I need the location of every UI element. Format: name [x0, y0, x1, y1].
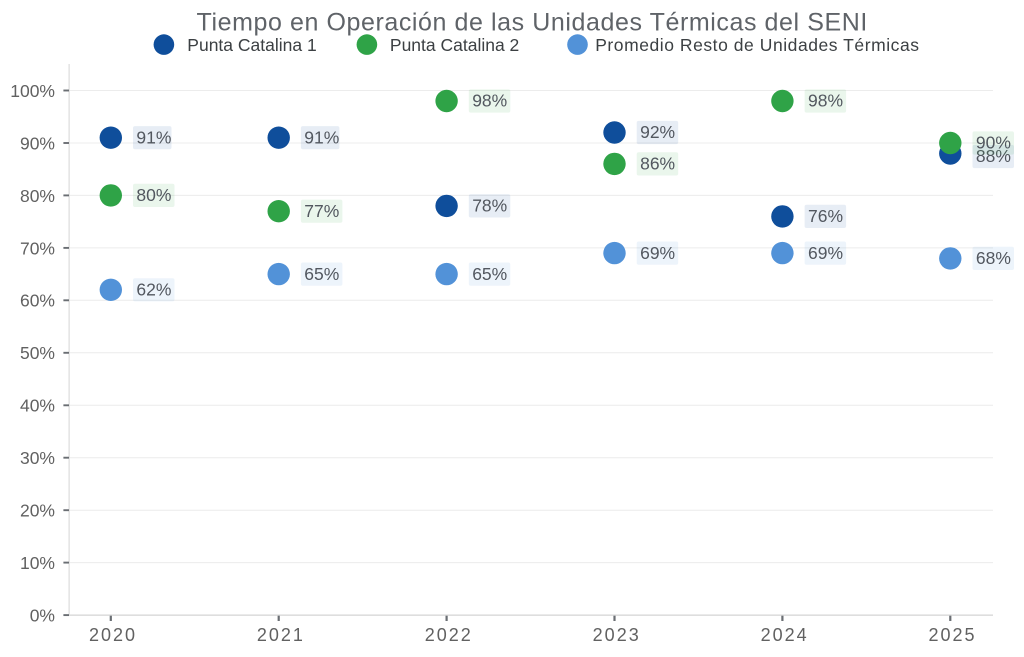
svg-text:2022: 2022 [425, 625, 473, 645]
svg-text:78%: 78% [472, 196, 507, 216]
svg-text:86%: 86% [640, 154, 675, 174]
svg-text:Punta Catalina 1: Punta Catalina 1 [187, 35, 316, 55]
svg-text:91%: 91% [304, 127, 339, 147]
svg-text:62%: 62% [136, 280, 171, 300]
svg-text:76%: 76% [808, 206, 843, 226]
svg-text:50%: 50% [20, 343, 55, 363]
svg-text:88%: 88% [976, 146, 1011, 166]
svg-text:60%: 60% [20, 291, 55, 311]
svg-text:2023: 2023 [593, 625, 641, 645]
svg-text:65%: 65% [304, 264, 339, 284]
svg-text:69%: 69% [640, 243, 675, 263]
svg-text:80%: 80% [136, 185, 171, 205]
svg-text:100%: 100% [10, 81, 55, 101]
svg-text:Punta Catalina 2: Punta Catalina 2 [390, 35, 519, 55]
svg-text:20%: 20% [20, 501, 55, 521]
svg-text:70%: 70% [20, 238, 55, 258]
svg-text:92%: 92% [640, 122, 675, 142]
svg-text:65%: 65% [472, 264, 507, 284]
svg-text:0%: 0% [30, 606, 55, 626]
svg-text:10%: 10% [20, 553, 55, 573]
svg-text:98%: 98% [472, 91, 507, 111]
svg-text:2025: 2025 [928, 625, 976, 645]
svg-text:90%: 90% [976, 133, 1011, 153]
svg-text:80%: 80% [20, 186, 55, 206]
svg-text:Tiempo en Operación de las Uni: Tiempo en Operación de las Unidades Térm… [197, 9, 868, 37]
svg-text:Promedio Resto de Unidades Tér: Promedio Resto de Unidades Térmicas [595, 35, 919, 55]
svg-text:30%: 30% [20, 448, 55, 468]
svg-text:2024: 2024 [761, 625, 809, 645]
svg-text:2020: 2020 [89, 625, 137, 645]
svg-text:40%: 40% [20, 396, 55, 416]
svg-text:98%: 98% [808, 91, 843, 111]
svg-text:68%: 68% [976, 248, 1011, 268]
svg-text:77%: 77% [304, 201, 339, 221]
svg-text:90%: 90% [20, 133, 55, 153]
svg-text:91%: 91% [136, 127, 171, 147]
svg-text:69%: 69% [808, 243, 843, 263]
svg-text:2021: 2021 [257, 625, 305, 645]
